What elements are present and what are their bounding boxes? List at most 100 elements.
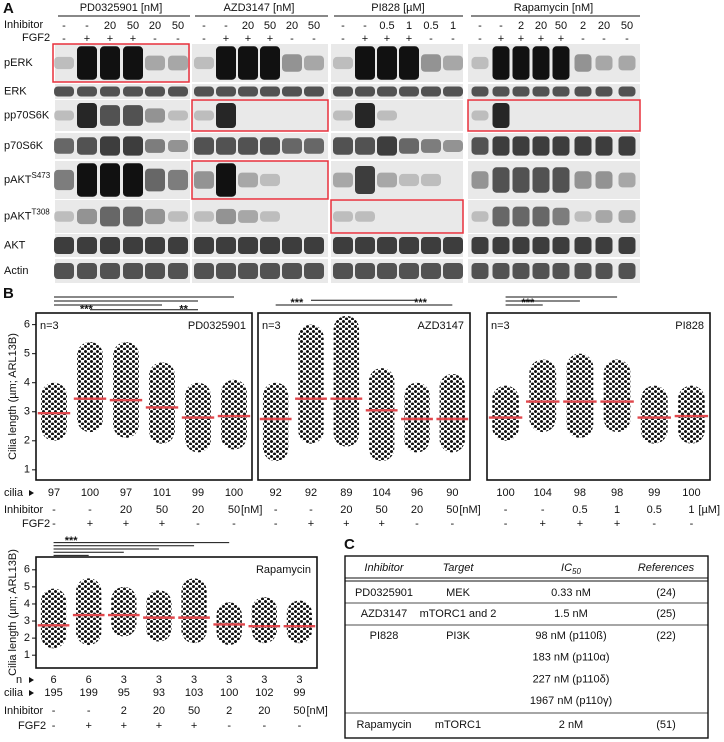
blot-band	[532, 46, 550, 80]
table-cell: MEK	[446, 587, 471, 599]
lane-label: +	[191, 720, 197, 732]
blot-band	[552, 262, 570, 280]
blot-band	[100, 163, 120, 197]
blot-band	[168, 236, 188, 255]
blot-band	[238, 210, 258, 223]
blot-band	[168, 169, 188, 191]
group-title: PD0325901 [nM]	[80, 2, 163, 14]
lane-label: +	[540, 518, 546, 530]
chart-title: AZD3147	[418, 320, 464, 332]
cilia-count: 100	[496, 487, 514, 499]
lane-label: 0.5	[647, 504, 662, 516]
blot-band	[471, 236, 489, 255]
lane-label: -	[224, 20, 228, 32]
n-count: 3	[121, 674, 127, 686]
significance-label: ***	[80, 303, 94, 315]
blot-band	[399, 46, 419, 80]
blot-band	[532, 167, 550, 193]
blot-name: AKT	[4, 239, 26, 251]
blot-band	[54, 86, 74, 97]
blot-band	[194, 56, 214, 70]
lane-label: -	[541, 504, 545, 516]
lane-label: +	[343, 518, 349, 530]
blot-name: pp70S6K	[4, 109, 50, 121]
blot-band	[100, 206, 120, 227]
blot-band	[145, 108, 165, 123]
blot-band	[421, 262, 441, 280]
header-subscript: 50	[572, 567, 581, 576]
blot-label: Actin	[4, 265, 28, 277]
blot-band	[355, 236, 375, 255]
blot-band	[100, 86, 120, 97]
blot-band	[595, 210, 613, 223]
blot-band	[532, 136, 550, 156]
highlight-box	[191, 160, 329, 200]
lane-label: -	[298, 720, 302, 732]
lane-label: +	[614, 518, 620, 530]
blot-band	[282, 54, 302, 72]
y-tick-label: 2	[24, 632, 30, 644]
blot-band	[471, 137, 489, 155]
blot-name: pERK	[4, 57, 33, 69]
cilia-count: 92	[305, 487, 317, 499]
lane-label: 50	[172, 20, 184, 32]
lane-label: +	[577, 518, 583, 530]
lane-label: +	[223, 33, 229, 45]
lane-label: 20	[153, 705, 165, 717]
blot-band	[512, 86, 530, 97]
blot-band	[552, 86, 570, 97]
blot-band	[512, 136, 530, 156]
blot-band	[492, 206, 510, 227]
cilia-count: 199	[80, 687, 98, 699]
lane-label: -	[690, 518, 694, 530]
blot-band	[100, 236, 120, 255]
chart-title: PI828	[675, 320, 704, 332]
significance-label: ***	[521, 297, 535, 309]
lane-label: -	[478, 20, 482, 32]
lane-label: 1	[450, 20, 456, 32]
lane-label: +	[406, 33, 412, 45]
blot-band	[355, 102, 375, 129]
header-text: Inhibitor	[364, 562, 404, 574]
blot-band	[574, 211, 592, 222]
blot-band	[443, 140, 463, 152]
lane-label: -	[52, 518, 56, 530]
table-cell: mTORC1 and 2	[420, 608, 497, 620]
blot-band	[595, 55, 613, 71]
lane-label: -	[602, 33, 606, 45]
table-cell: 2 nM	[559, 719, 583, 731]
dot-cloud	[251, 597, 277, 644]
dot-cloud	[76, 578, 102, 645]
blot-band	[595, 262, 613, 280]
blot-band	[512, 206, 530, 227]
lane-label: -	[176, 33, 180, 45]
cilia-count: 99	[192, 487, 204, 499]
blot-band	[618, 55, 636, 71]
dot-cloud	[298, 324, 324, 444]
blot-band	[100, 105, 120, 126]
blot-band	[77, 163, 97, 197]
dot-cloud	[404, 382, 430, 453]
lane-label: 2	[580, 20, 586, 32]
row-arrowhead	[29, 690, 34, 696]
lane-label: +	[308, 518, 314, 530]
lane-label: +	[159, 518, 165, 530]
blot-band	[123, 136, 143, 156]
blot-band	[77, 46, 97, 80]
table-header: References	[638, 562, 695, 574]
dot-cloud	[603, 359, 631, 433]
blot-name: Actin	[4, 265, 28, 277]
blot-band	[145, 139, 165, 153]
cilia-count: 104	[534, 487, 552, 499]
lane-label: 20	[535, 20, 547, 32]
cilia-count: 98	[574, 487, 586, 499]
lane-label: +	[378, 518, 384, 530]
table-cell: (51)	[656, 719, 676, 731]
blot-band	[552, 207, 570, 226]
blot-band	[333, 56, 353, 70]
blot-band	[168, 262, 188, 280]
lane-label: -	[504, 518, 508, 530]
lane-label: 50	[293, 705, 305, 717]
lane-label: +	[107, 33, 113, 45]
dot-cloud	[640, 385, 668, 444]
